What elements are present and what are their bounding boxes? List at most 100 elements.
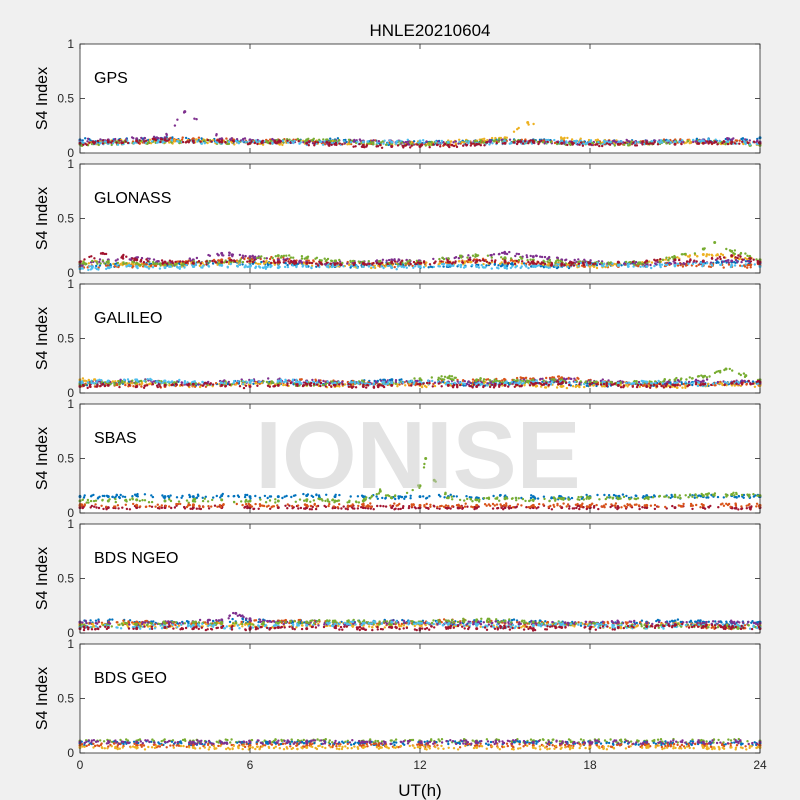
data-point bbox=[283, 265, 287, 269]
data-point bbox=[293, 262, 296, 266]
data-point bbox=[265, 257, 268, 260]
data-point bbox=[184, 261, 188, 264]
data-point bbox=[149, 142, 153, 145]
data-point bbox=[607, 382, 611, 386]
data-point bbox=[278, 139, 281, 142]
data-point bbox=[322, 379, 325, 383]
data-point bbox=[634, 144, 637, 147]
data-point bbox=[114, 259, 118, 262]
data-point bbox=[126, 378, 130, 381]
data-point bbox=[108, 266, 111, 270]
data-point bbox=[744, 260, 748, 263]
data-point bbox=[401, 381, 405, 384]
data-point bbox=[448, 261, 452, 264]
data-point bbox=[336, 384, 339, 388]
data-point bbox=[330, 259, 334, 263]
data-point bbox=[297, 140, 300, 143]
data-point bbox=[341, 143, 344, 146]
data-point bbox=[715, 261, 718, 264]
data-point bbox=[665, 142, 668, 145]
data-point bbox=[684, 384, 687, 388]
data-point bbox=[354, 145, 357, 148]
data-point bbox=[673, 140, 677, 144]
data-point bbox=[722, 256, 726, 259]
data-point bbox=[566, 136, 569, 140]
data-point bbox=[250, 140, 253, 143]
data-point bbox=[116, 261, 120, 265]
data-point bbox=[539, 265, 543, 268]
data-point bbox=[495, 141, 498, 145]
data-point bbox=[168, 384, 171, 387]
data-point bbox=[117, 380, 121, 383]
data-point bbox=[450, 143, 454, 147]
data-point bbox=[412, 260, 416, 264]
data-point bbox=[541, 141, 544, 144]
data-point bbox=[596, 143, 599, 146]
data-point bbox=[315, 265, 318, 268]
data-point bbox=[107, 259, 110, 263]
data-point bbox=[653, 258, 656, 261]
data-point bbox=[256, 256, 259, 260]
data-point bbox=[732, 137, 735, 140]
data-point bbox=[88, 141, 91, 144]
data-point bbox=[182, 111, 186, 114]
data-point bbox=[547, 138, 550, 142]
data-point bbox=[135, 137, 139, 141]
data-point bbox=[159, 262, 162, 265]
data-point bbox=[503, 139, 506, 142]
data-point bbox=[105, 267, 108, 271]
data-point bbox=[205, 260, 208, 263]
data-point bbox=[184, 141, 188, 144]
data-point bbox=[681, 265, 685, 268]
data-point bbox=[143, 379, 146, 383]
data-point bbox=[740, 260, 743, 264]
data-point bbox=[302, 264, 305, 267]
data-point bbox=[714, 382, 718, 385]
data-point bbox=[569, 264, 573, 267]
data-point bbox=[728, 367, 731, 371]
data-point bbox=[179, 265, 182, 268]
data-point bbox=[425, 261, 428, 264]
data-point bbox=[505, 380, 508, 383]
data-point bbox=[553, 141, 557, 145]
data-point bbox=[242, 137, 245, 141]
data-point bbox=[179, 260, 182, 263]
data-point bbox=[727, 259, 730, 262]
data-point bbox=[402, 266, 406, 269]
data-point bbox=[110, 141, 113, 144]
data-point bbox=[91, 265, 95, 268]
data-point bbox=[427, 379, 430, 383]
data-point bbox=[372, 266, 375, 269]
data-point bbox=[273, 263, 276, 266]
data-point bbox=[192, 265, 196, 268]
data-point bbox=[170, 141, 173, 144]
data-point bbox=[210, 140, 213, 143]
data-point bbox=[173, 124, 177, 127]
data-point bbox=[307, 137, 310, 140]
data-point bbox=[288, 138, 291, 141]
data-point bbox=[270, 380, 274, 383]
data-point bbox=[148, 257, 151, 260]
data-point bbox=[382, 266, 385, 270]
data-point bbox=[211, 262, 215, 265]
data-point bbox=[241, 140, 244, 143]
data-point bbox=[310, 261, 314, 265]
data-point bbox=[203, 139, 206, 142]
data-point bbox=[461, 261, 465, 264]
data-point bbox=[106, 139, 109, 142]
data-point bbox=[452, 261, 455, 264]
data-point bbox=[242, 382, 245, 386]
data-point bbox=[356, 266, 359, 270]
data-point bbox=[551, 380, 554, 383]
data-point bbox=[376, 142, 379, 145]
data-point bbox=[161, 381, 164, 384]
data-point bbox=[454, 261, 457, 264]
data-point bbox=[701, 141, 705, 145]
data-point bbox=[382, 142, 385, 145]
data-point bbox=[604, 265, 607, 269]
data-point bbox=[568, 141, 571, 145]
data-point bbox=[99, 252, 103, 255]
data-point bbox=[757, 141, 761, 144]
data-point bbox=[573, 258, 576, 262]
data-point bbox=[304, 140, 307, 143]
